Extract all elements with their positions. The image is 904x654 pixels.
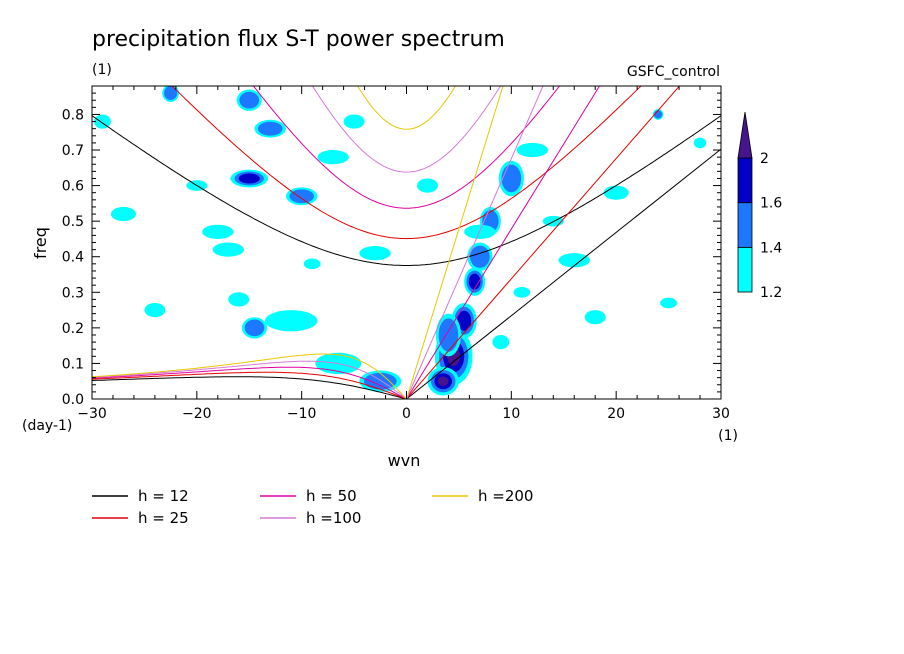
- legend-label: h = 25: [138, 509, 189, 527]
- gravity-curve-h12: [92, 115, 721, 266]
- kelvin-curve-h12: [406, 148, 721, 399]
- contour-patch-15-level-2: [239, 91, 260, 109]
- x-axis-label: wvn: [388, 451, 421, 470]
- y-tick-label: 0.7: [62, 143, 84, 159]
- contour-patch-14-level-2: [257, 121, 283, 136]
- contour-patch-33-level-1: [94, 114, 111, 129]
- contour-patch-11-level-2: [244, 319, 265, 337]
- contour-patch-10-level-1: [264, 310, 318, 332]
- colorbar-segment: [737, 246, 753, 293]
- x-tick-label: 30: [712, 406, 730, 422]
- colorbar-segment: [737, 202, 753, 248]
- y-tick-labels: 0.0 0.1 0.2 0.3 0.4 0.5 0.6 0.7 0.8: [62, 107, 84, 408]
- contour-patch-3-level-3: [468, 273, 481, 290]
- kelvin-curve-h200: [406, 86, 504, 399]
- legend-label: h =100: [306, 509, 361, 527]
- y-unit-label: (day-1): [22, 418, 72, 434]
- contour-patch-27-level-1: [144, 302, 166, 318]
- contour-patch-30-level-1: [416, 178, 438, 193]
- colorbar-segment: [737, 157, 753, 204]
- contour-fill-layer: [94, 86, 707, 396]
- rossby-curve-h50: [92, 366, 407, 399]
- colorbar: 1.2 1.4 1.6 2: [737, 111, 782, 301]
- legend-label: h = 12: [138, 487, 189, 505]
- kelvin-curve-h100: [406, 86, 544, 399]
- contour-patch-23-level-1: [558, 253, 590, 268]
- contour-patch-13-level-2: [289, 189, 314, 204]
- contour-patch-17-level-1: [202, 224, 234, 239]
- contour-patch-34-level-1: [693, 137, 707, 149]
- contour-patch-26-level-1: [110, 206, 137, 222]
- chart-title: precipitation flux S-T power spectrum: [92, 27, 505, 52]
- contour-patch-19-level-1: [317, 150, 349, 165]
- contour-patch-7-level-2: [438, 318, 459, 352]
- colorbar-label: 1.4: [760, 240, 782, 256]
- contour-patch-22-level-1: [516, 142, 549, 158]
- x-tick-labels: −30 −20 −10 0 10 20 30: [77, 406, 730, 422]
- contour-patch-24-level-1: [603, 185, 629, 200]
- rossby-curve-h100: [92, 360, 407, 399]
- contour-patch-6-level-2: [501, 164, 522, 193]
- contour-patch-39-level-1: [513, 286, 531, 298]
- contour-patch-8-level-2: [363, 372, 397, 390]
- gravity-curve-h100: [311, 86, 502, 173]
- contour-patch-37-level-1: [660, 297, 677, 309]
- x-tick-label: −10: [287, 406, 317, 422]
- contour-patch-2-level-3: [457, 310, 472, 331]
- plot-frame: [91, 85, 722, 400]
- contour-patch-28-level-1: [228, 292, 250, 307]
- chart-subtitle-right: GSFC_control: [627, 64, 720, 80]
- contour-patch-20-level-1: [359, 246, 391, 261]
- y-tick-label: 0.8: [62, 107, 84, 123]
- x-tick-label: −20: [182, 406, 212, 422]
- x-tick-label: 0: [402, 406, 411, 422]
- colorbar-label: 1.6: [760, 196, 782, 212]
- colorbar-label: 2: [760, 151, 769, 167]
- colorbar-overflow-triangle: [737, 111, 753, 159]
- contour-patch-18-level-1: [212, 242, 245, 257]
- rossby-curve-h25: [92, 371, 407, 399]
- y-tick-label: 0.2: [62, 321, 84, 337]
- contour-patch-16-level-2: [164, 86, 178, 101]
- dispersion-curve-layer: [92, 86, 721, 399]
- y-tick-label: 0.3: [62, 285, 84, 301]
- y-tick-label: 0.6: [62, 179, 84, 195]
- contour-patch-38-level-1: [303, 258, 321, 270]
- kelvin-curve-h50: [406, 86, 601, 399]
- legend-label: h =200: [478, 487, 533, 505]
- y-axis-label: freq: [31, 227, 50, 259]
- legend-label: h = 50: [306, 487, 357, 505]
- colorbar-label: 1.2: [760, 285, 782, 301]
- x-tick-label: −30: [77, 406, 107, 422]
- x-unit-label: (1): [718, 428, 738, 444]
- y-tick-label: 0.1: [62, 356, 84, 372]
- contour-patch-1-level-4: [437, 376, 449, 387]
- contour-patch-12-level-3: [238, 173, 260, 184]
- kelvin-curve-h25: [406, 86, 681, 399]
- legend: h = 12 h = 25 h = 50 h =100 h =200: [92, 487, 533, 527]
- rossby-curve-h12: [92, 376, 407, 399]
- axis-ticks: [91, 85, 722, 400]
- x-tick-label: 20: [607, 406, 625, 422]
- contour-patch-32-level-1: [492, 334, 510, 350]
- y-tick-label: 0.0: [62, 392, 84, 408]
- y-tick-label: 0.5: [62, 214, 84, 230]
- x-tick-label: 10: [502, 406, 520, 422]
- gravity-curve-h200: [357, 86, 456, 130]
- gravity-curve-h25: [171, 86, 642, 240]
- y-tick-label: 0.4: [62, 250, 84, 266]
- contour-patch-31-level-1: [584, 310, 606, 325]
- contour-patch-29-level-1: [343, 114, 365, 129]
- chart-subtitle-left: (1): [92, 62, 112, 78]
- contour-patch-4-level-2: [470, 245, 490, 268]
- gravity-curve-h50: [252, 86, 561, 209]
- rossby-curve-h200: [92, 353, 407, 399]
